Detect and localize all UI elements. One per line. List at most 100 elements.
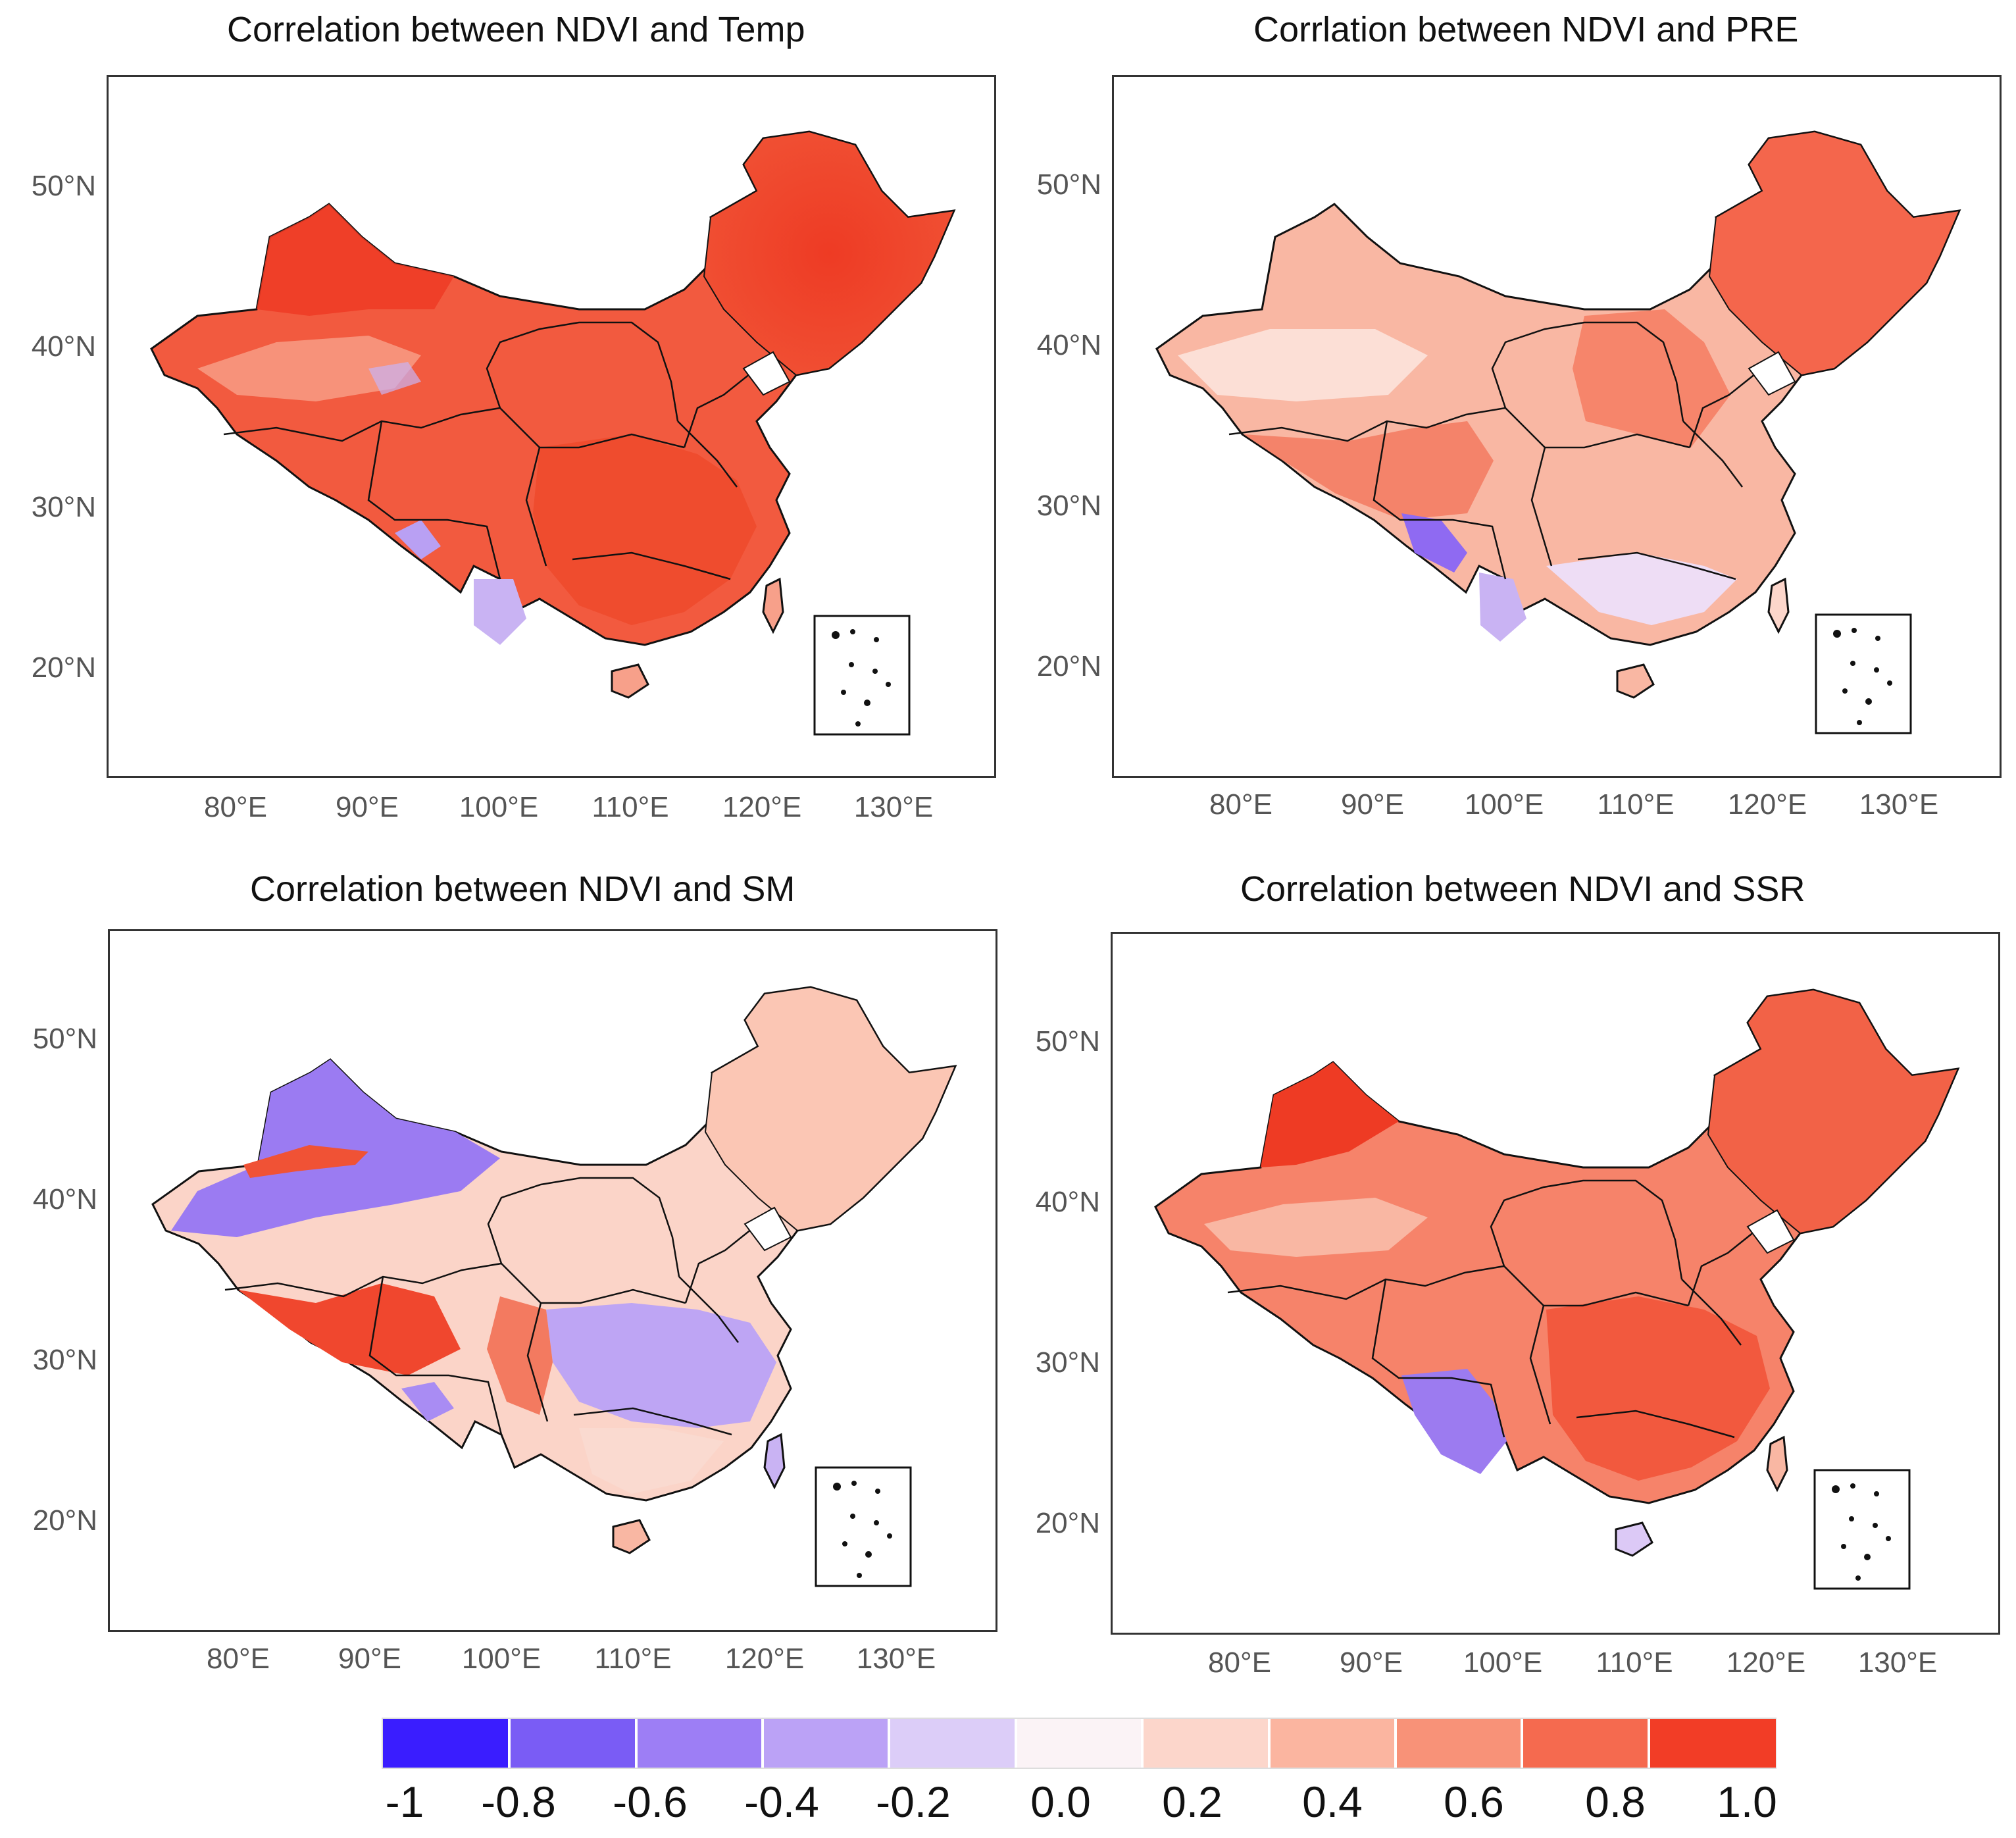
colorbar-bin [1015,1719,1144,1768]
lon-tick-label: 90°E [338,1643,401,1675]
panel-pre: Corrlation between NDVI and PRE 50 [1007,0,2016,849]
colorbar-label: 0.0 [1030,1777,1091,1826]
map-ssr [1154,988,1960,1590]
colorbar-label: -0.6 [613,1777,688,1826]
colorbar-label: 0.4 [1302,1777,1363,1826]
colorbar-label: -0.4 [744,1777,819,1826]
yunnan-purple [1401,1369,1507,1474]
taiwan [1767,577,1790,634]
lon-tick-label: 80°E [1209,788,1273,821]
lat-tick-label: 30°N [1035,1346,1100,1379]
hainan [611,663,649,699]
tian-shan-red [243,1145,368,1178]
south-china-sea-inset [815,1466,912,1587]
tibet-south-purple [395,520,441,559]
lon-tick-label: 120°E [722,791,802,823]
southeast-red [1546,1296,1770,1481]
panel-title-ssr: Correlation between NDVI and SSR [1240,869,1805,909]
hainan [1616,663,1655,699]
lon-tick-label: 120°E [724,1643,805,1675]
yunnan-purple [1401,513,1467,573]
colorbar-separator [1521,1719,1524,1768]
lat-tick-label: 50°N [32,1023,97,1055]
colorbar-label: -1 [385,1777,424,1826]
northeast-region [1707,988,1959,1235]
panel-temp: Correlation between NDVI and Temp [0,0,1007,849]
tibet-red [1244,421,1494,520]
colorbar-bin [889,1719,1017,1768]
taiwan [1766,1435,1788,1493]
lon-tick-label: 80°E [1208,1647,1271,1679]
colorbar-bin [1269,1719,1396,1768]
panel-ssr: Correlation between NDVI and SSR 50°N 40 [1007,849,2016,1704]
lon-tick-label: 100°E [1463,1647,1543,1679]
map-temp [150,130,956,736]
lon-tick-label: 100°E [1464,788,1544,821]
yunnan-south [1479,573,1526,642]
lat-tick-label: 20°N [32,1504,97,1537]
lon-tick-label: 130°E [1859,788,1939,821]
lat-tick-label: 40°N [31,330,96,363]
lon-tick-label: 120°E [1727,788,1807,821]
south-china-sea-inset [1815,613,1912,734]
colorbar-separator [634,1719,638,1768]
hainan [612,1519,651,1554]
colorbar-bin [636,1719,764,1768]
northeast-region [703,130,955,376]
lat-tick-label: 40°N [1035,1186,1100,1218]
lat-tick-label: 30°N [1036,490,1101,522]
lon-tick-label: 130°E [1857,1647,1938,1679]
lat-tick-label: 40°N [32,1183,97,1215]
taiwan [763,1433,786,1490]
north-china [1573,309,1730,447]
colorbar-separator [1141,1719,1144,1768]
lon-tick-label: 110°E [1596,1647,1673,1679]
lon-tick-label: 110°E [592,791,669,823]
colorbar-label: 0.2 [1162,1777,1222,1826]
lon-tick-label: 80°E [204,791,267,823]
colorbar-bin [383,1719,511,1768]
bohai-sea [742,351,791,396]
lat-tick-label: 50°N [1036,168,1101,201]
tarim-pale [1204,1198,1428,1257]
colorbar-separator [761,1719,765,1768]
lon-tick-label: 80°E [207,1643,270,1675]
xinjiang-north [257,204,454,316]
lat-tick-label: 40°N [1036,329,1101,361]
colorbar-bin [1142,1719,1270,1768]
xinjiang-pale [1178,329,1428,401]
colorbar-separator [1647,1719,1650,1768]
lon-tick-label: 120°E [1726,1647,1806,1679]
lon-tick-label: 90°E [1341,788,1404,821]
lat-tick-label: 30°N [31,491,96,523]
tibet-south-purple [401,1382,454,1421]
tibet-red [238,1283,461,1375]
colorbar-label: -0.8 [481,1777,556,1826]
colorbar-separator [1267,1719,1271,1768]
lon-tick-label: 90°E [336,791,399,823]
southern-china [533,434,757,625]
lat-tick-label: 20°N [31,651,96,684]
taiwan [762,577,784,634]
south-china-sea-inset [1813,1469,1911,1590]
bohai-sea [1748,351,1796,396]
hainan [1615,1521,1653,1557]
bohai-sea [1746,1209,1795,1254]
colorbar-separator [888,1719,891,1768]
lat-tick-label: 20°N [1036,650,1101,682]
colorbar-label: 1.0 [1717,1777,1777,1826]
colorbar-label: 0.6 [1444,1777,1504,1826]
xinjiang-north-red [1261,1062,1399,1167]
lon-tick-label: 110°E [1597,788,1675,821]
colorbar-bin [763,1719,890,1768]
colorbar-bin [1395,1719,1523,1768]
tarim-basin [197,336,421,401]
panel-title-temp: Correlation between NDVI and Temp [227,10,805,49]
colorbar-separator [1394,1719,1397,1768]
panel-sm: Correlation between NDVI and SM [0,849,1007,1704]
lon-tick-label: 100°E [459,791,539,823]
colorbar-bin [509,1719,637,1768]
bohai-sea [743,1206,792,1252]
colorbar [382,1718,1777,1769]
yunnan-purple [474,579,526,645]
